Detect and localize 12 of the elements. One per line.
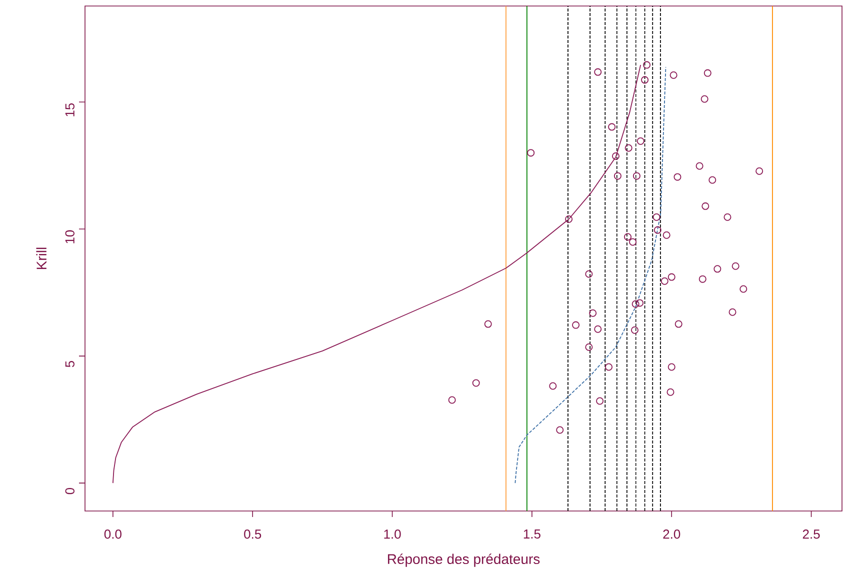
x-tick-label: 2.5 xyxy=(802,530,820,539)
x-tick-label: 1.0 xyxy=(384,530,401,539)
x-axis-title: Réponse des prédateurs xyxy=(388,554,540,567)
y-tick-label: 0 xyxy=(65,488,74,494)
y-axis-title: Krill xyxy=(36,248,46,270)
x-tick-label: 0.5 xyxy=(244,530,262,539)
x-tick-label: 2.0 xyxy=(663,530,680,539)
x-tick-label: 0.0 xyxy=(104,530,122,539)
y-tick-label: 15 xyxy=(65,103,74,116)
x-tick-label: 1.5 xyxy=(524,530,540,539)
y-tick-label: 5 xyxy=(65,360,74,368)
y-tick-label: 10 xyxy=(65,230,74,244)
